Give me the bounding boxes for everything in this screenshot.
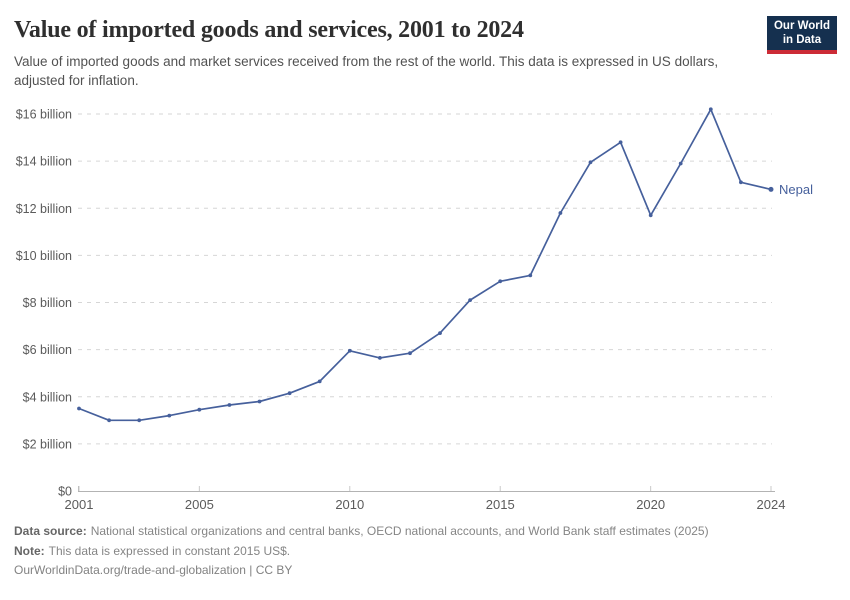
x-axis-tick-label: 2024 (757, 497, 786, 512)
data-point[interactable] (317, 379, 322, 384)
chart-subtitle: Value of imported goods and market servi… (14, 54, 719, 88)
y-axis-tick-label: $16 billion (16, 108, 72, 122)
chart-footer: Data source: National statistical organiz… (14, 522, 834, 581)
y-axis-tick-label: $8 billion (23, 296, 72, 310)
our-world-in-data-logo[interactable]: Our World in Data (766, 16, 837, 54)
data-point[interactable] (468, 298, 472, 302)
data-source-label: Data source: (14, 524, 87, 538)
data-point[interactable] (498, 279, 503, 284)
owid-url-license[interactable]: OurWorldinData.org/trade-and-globalizati… (14, 563, 293, 577)
data-point[interactable] (588, 160, 593, 165)
note-text: This data is expressed in constant 2015 … (48, 543, 291, 558)
data-point[interactable] (77, 406, 81, 411)
data-point[interactable] (618, 140, 623, 145)
data-point[interactable] (768, 186, 774, 192)
data-point[interactable] (678, 161, 683, 166)
series-end-label[interactable]: Nepal (779, 182, 813, 197)
data-point[interactable] (167, 413, 172, 418)
series-line-nepal[interactable] (78, 108, 772, 422)
data-point[interactable] (438, 331, 442, 335)
y-axis-tick-label: $12 billion (16, 202, 72, 216)
x-axis-tick-label: 2005 (185, 497, 214, 512)
data-point[interactable] (227, 403, 232, 407)
data-point[interactable] (378, 356, 382, 360)
y-axis-tick-label: $2 billion (23, 437, 72, 451)
data-point[interactable] (648, 213, 653, 218)
data-source-text: National statistical organizations and c… (90, 524, 709, 538)
data-point[interactable] (137, 418, 142, 423)
logo-line-1: Our World (773, 20, 830, 32)
data-point[interactable] (708, 107, 713, 112)
line-chart[interactable]: $0 $2 billion $4 billion $6 billion $8 billi… (0, 90, 850, 520)
data-point[interactable] (558, 211, 563, 215)
y-axis-tick-label: $6 billion (23, 343, 72, 357)
page-title: Value of imported goods and services, 20… (14, 17, 524, 43)
x-axis-tick-label: 2015 (486, 497, 515, 512)
x-axis-tick-label: 2010 (335, 497, 364, 512)
data-point[interactable] (197, 407, 202, 412)
data-point[interactable] (408, 351, 412, 356)
y-axis-tick-label: $10 billion (16, 249, 72, 263)
note-label: Note: (14, 543, 45, 558)
y-axis-tick-label: $4 billion (23, 390, 72, 404)
note-line: Note: This data is expressed in constant … (14, 542, 834, 562)
y-axis-tick-label: $14 billion (16, 155, 72, 169)
y-axis-tick-label: $0 (58, 485, 72, 499)
logo-line-2: in Data (782, 33, 822, 46)
data-point[interactable] (287, 391, 292, 396)
data-point[interactable] (347, 348, 352, 353)
x-axis-tick-label: 2001 (65, 497, 94, 512)
data-point[interactable] (107, 418, 111, 423)
data-point[interactable] (528, 273, 533, 278)
x-axis-tick-label: 2020 (636, 497, 665, 512)
data-point[interactable] (739, 180, 743, 185)
data-source-line: Data source: National statistical organiz… (14, 522, 834, 542)
data-point[interactable] (257, 399, 262, 404)
